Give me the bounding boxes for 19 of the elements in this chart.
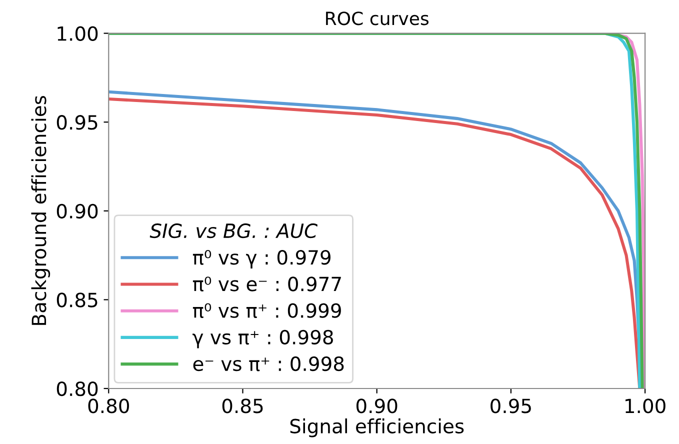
legend-label: π⁰ vs γ : 0.979 — [192, 250, 330, 269]
x-tick-label: 0.95 — [490, 398, 531, 414]
x-axis-title: Signal efficiencies — [290, 418, 464, 438]
legend-label: γ vs π⁺ : 0.998 — [192, 330, 333, 348]
x-tick-label: 0.80 — [88, 398, 129, 414]
y-tick-label: 0.85 — [56, 292, 98, 308]
x-tick-label: 0.85 — [222, 398, 263, 414]
y-axis-title: Background efficiencies — [31, 96, 50, 325]
y-tick-label: 1.00 — [58, 26, 98, 41]
legend-title: SIG. vs BG. : AUC — [150, 223, 318, 238]
legend-label: e⁻ vs π⁺ : 0.998 — [193, 356, 344, 372]
x-tick-label: 0.90 — [356, 398, 398, 414]
y-tick-label: 0.90 — [56, 204, 98, 219]
legend-label: π⁰ vs e⁻ : 0.977 — [192, 276, 341, 292]
legend-label: π⁰ vs π⁺ : 0.999 — [192, 303, 341, 318]
y-tick-label: 0.95 — [56, 115, 98, 130]
chart-title: ROC curves — [326, 12, 429, 26]
x-tick-label: 1.00 — [626, 398, 666, 414]
y-tick-label: 0.80 — [56, 381, 98, 396]
